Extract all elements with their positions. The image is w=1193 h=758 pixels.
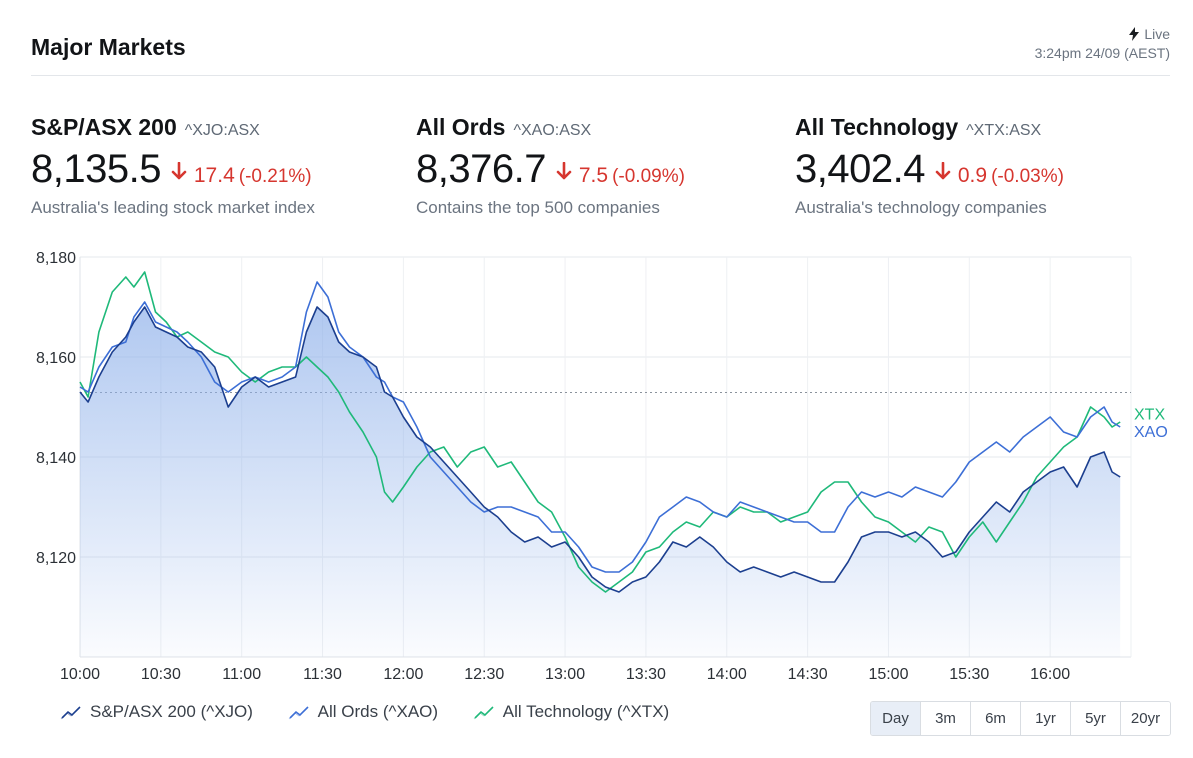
- x-tick-label: 11:00: [222, 666, 261, 683]
- market-description: Contains the top 500 companies: [416, 198, 660, 217]
- y-tick-label: 8,120: [36, 550, 76, 567]
- legend-item-xao[interactable]: All Ords (^XAO): [288, 702, 438, 722]
- live-label: Live: [1144, 26, 1170, 42]
- series-line-xtx: [79, 271, 1121, 593]
- legend-item-xtx[interactable]: All Technology (^XTX): [473, 702, 669, 722]
- page-title: Major Markets: [31, 34, 186, 60]
- chart-fill: [80, 307, 1121, 657]
- market-change: 0.9: [957, 164, 988, 187]
- series-line-xao: [79, 281, 1121, 573]
- market-chart[interactable]: 8,120 8,140 8,160 8,180 10:00 10:30 11:00 11:30…: [0, 240, 1193, 690]
- line-chart-icon: [60, 706, 81, 720]
- market-code: ^XJO:ASX: [184, 122, 260, 139]
- market-change-pct: (-0.21%): [238, 166, 312, 187]
- range-3m-button[interactable]: 3m: [921, 702, 971, 735]
- x-tick-label: 14:00: [707, 666, 747, 683]
- market-description: Australia's leading stock market index: [31, 198, 315, 217]
- market-code: ^XAO:ASX: [513, 122, 592, 139]
- arrow-down-icon: [557, 162, 572, 180]
- market-change-pct: (-0.09%): [612, 166, 685, 187]
- chart-svg[interactable]: 8,120 8,140 8,160 8,180 10:00 10:30 11:00 11:30…: [0, 240, 1193, 690]
- series-end-label-xtx: XTX: [1134, 407, 1165, 424]
- range-day-button[interactable]: Day: [871, 702, 921, 735]
- lightning-bolt-icon: [1129, 27, 1140, 41]
- chart-lines: [79, 271, 1121, 593]
- y-tick-label: 8,140: [36, 450, 76, 467]
- market-value: 8,135.5: [31, 147, 161, 191]
- market-name[interactable]: All Ords: [416, 114, 506, 140]
- market-xao[interactable]: All Ords ^XAO:ASX 8,376.7 7.5 (-0.09%) Con…: [416, 114, 685, 218]
- line-chart-icon: [473, 706, 494, 720]
- line-chart-icon: [288, 706, 309, 720]
- market-description: Australia's technology companies: [795, 198, 1047, 217]
- legend-label: S&P/ASX 200 (^XJO): [90, 702, 253, 721]
- legend-item-xjo[interactable]: S&P/ASX 200 (^XJO): [60, 702, 253, 722]
- area-xjo: [80, 307, 1121, 657]
- time-range-selector: Day 3m 6m 1yr 5yr 20yr: [870, 701, 1171, 736]
- series-line-xjo: [79, 306, 1121, 593]
- market-value: 8,376.7: [416, 147, 546, 191]
- range-6m-button[interactable]: 6m: [971, 702, 1021, 735]
- x-tick-label: 16:00: [1030, 666, 1070, 683]
- legend-label: All Technology (^XTX): [502, 702, 670, 721]
- market-summary: S&P/ASX 200 ^XJO:ASX 8,135.5 17.4 (-0.21%)…: [31, 114, 1171, 224]
- range-5yr-button[interactable]: 5yr: [1071, 702, 1121, 735]
- live-status: Live 3:24pm 24/09 (AEST): [1035, 25, 1170, 63]
- arrow-down-icon: [172, 162, 187, 180]
- market-xtx[interactable]: All Technology ^XTX:ASX 3,402.4 0.9 (-0.03…: [795, 114, 1064, 218]
- market-name[interactable]: All Technology: [795, 114, 959, 140]
- series-end-label-xao: XAO: [1134, 424, 1168, 441]
- x-tick-label: 10:30: [141, 666, 181, 683]
- market-change: 7.5: [578, 164, 609, 187]
- legend-label: All Ords (^XAO): [317, 702, 439, 721]
- market-name[interactable]: S&P/ASX 200: [31, 114, 177, 140]
- range-1yr-button[interactable]: 1yr: [1021, 702, 1071, 735]
- y-tick-label: 8,160: [36, 350, 76, 367]
- x-tick-label: 11:30: [303, 666, 342, 683]
- x-tick-label: 15:30: [949, 666, 989, 683]
- chart-labels: 8,120 8,140 8,160 8,180 10:00 10:30 11:00 11:30…: [36, 250, 1168, 683]
- header: Major Markets Live 3:24pm 24/09 (AEST): [31, 22, 1170, 76]
- x-tick-label: 15:00: [868, 666, 908, 683]
- market-change-pct: (-0.03%): [991, 166, 1064, 187]
- x-tick-label: 12:30: [464, 666, 504, 683]
- chart-legend: S&P/ASX 200 (^XJO) All Ords (^XAO) All T…: [60, 702, 699, 722]
- x-tick-label: 13:00: [545, 666, 585, 683]
- y-tick-label: 8,180: [36, 250, 76, 267]
- x-tick-label: 12:00: [383, 666, 423, 683]
- market-code: ^XTX:ASX: [966, 122, 1042, 139]
- market-change: 17.4: [193, 164, 235, 187]
- range-20yr-button[interactable]: 20yr: [1121, 702, 1170, 735]
- timestamp: 3:24pm 24/09 (AEST): [1034, 45, 1170, 61]
- x-tick-label: 10:00: [60, 666, 100, 683]
- market-xjo[interactable]: S&P/ASX 200 ^XJO:ASX 8,135.5 17.4 (-0.21%)…: [31, 114, 315, 218]
- market-value: 3,402.4: [795, 147, 925, 191]
- x-tick-label: 13:30: [626, 666, 666, 683]
- arrow-down-icon: [936, 162, 951, 180]
- x-tick-label: 14:30: [788, 666, 828, 683]
